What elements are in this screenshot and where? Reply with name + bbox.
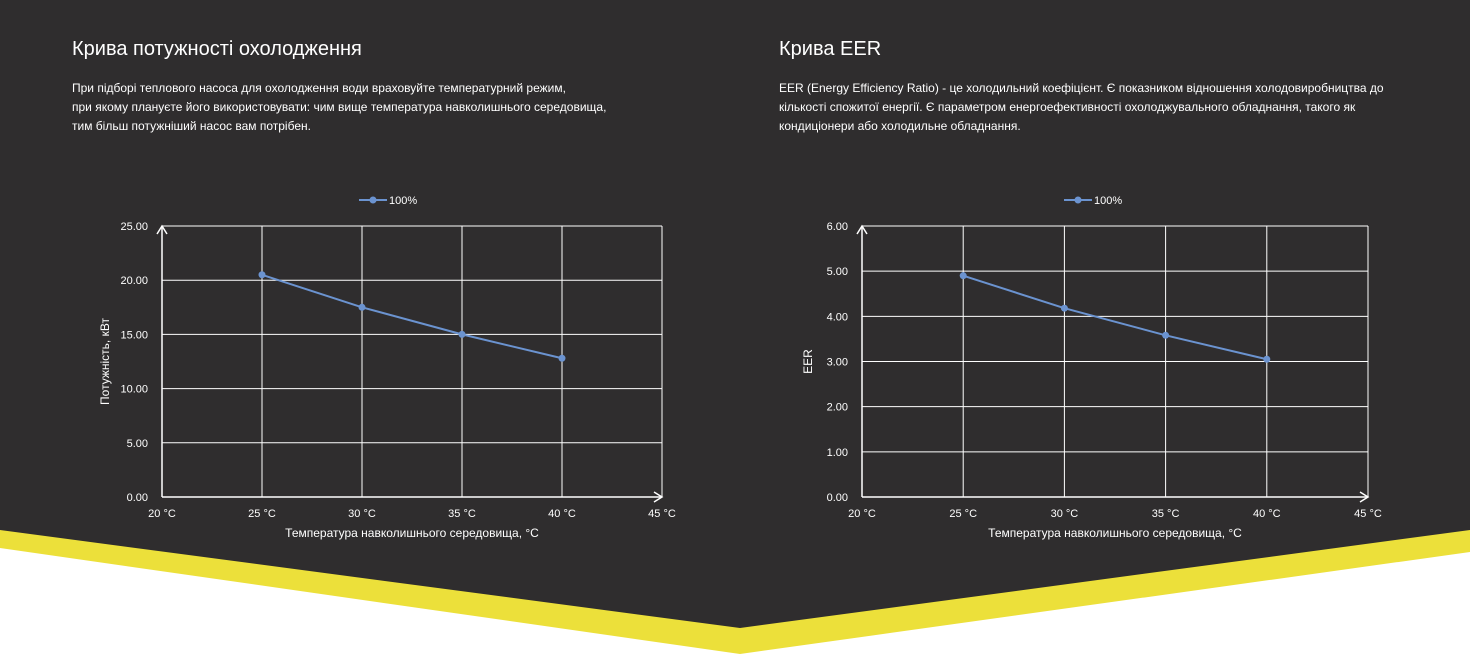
panel-description: EER (Energy Efficiency Ratio) - це холод… — [779, 79, 1384, 136]
panel-description: При підборі теплового насоса для охолодж… — [72, 79, 672, 136]
dark-background — [0, 0, 1470, 628]
description-line: тим більш потужніший насос вам потрібен. — [72, 119, 311, 133]
description-line: кількості спожитої енергії. Є параметром… — [779, 100, 1356, 114]
panel-title: Крива EER — [779, 38, 882, 60]
description-line: кондиціонери або холодильне обладнання. — [779, 119, 1021, 133]
description-line: При підборі теплового насоса для охолодж… — [72, 81, 566, 95]
panel-title: Крива потужності охолодження — [72, 38, 362, 60]
description-line: EER (Energy Efficiency Ratio) - це холод… — [779, 81, 1384, 95]
description-line: при якому плануєте його використовувати:… — [72, 100, 607, 114]
